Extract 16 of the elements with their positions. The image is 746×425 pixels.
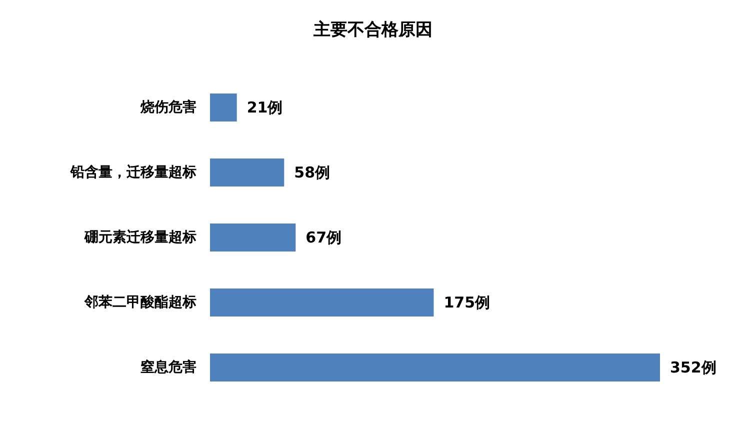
chart-title: 主要不合格原因 <box>312 20 432 40</box>
bar <box>210 224 296 252</box>
bar <box>210 354 660 382</box>
y-tick-label: 铅含量，迁移量超标 <box>70 164 196 180</box>
y-tick-label: 窒息危害 <box>140 358 196 376</box>
bar <box>210 94 237 122</box>
data-label: 58例 <box>294 164 330 182</box>
data-label: 21例 <box>246 98 283 116</box>
y-tick-label: 烧伤危害 <box>140 98 196 116</box>
bar <box>210 288 434 316</box>
data-label: 67例 <box>306 228 342 246</box>
y-tick-label: 邻苯二甲酸酯超标 <box>84 294 196 310</box>
data-label: 175例 <box>444 294 490 312</box>
y-tick-label: 硼元素迁移量超标 <box>84 228 196 246</box>
bar <box>210 158 284 186</box>
data-label: 352例 <box>670 358 716 376</box>
